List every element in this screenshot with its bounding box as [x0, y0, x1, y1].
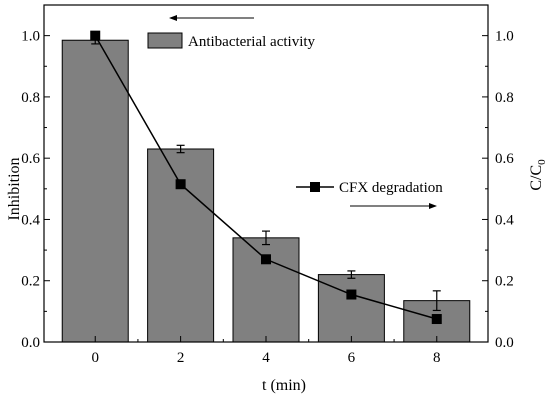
right-y-tick-label: 0.0 — [495, 335, 514, 351]
cfx-point-6 — [346, 289, 357, 300]
x-tick-label: 0 — [91, 350, 99, 366]
right-y-axis-label-base: C/C — [528, 165, 545, 191]
cfx-point-4 — [261, 254, 271, 265]
left-y-tick-label: 0.2 — [21, 274, 40, 290]
legend-swatch-antibacterial — [147, 32, 183, 49]
left-y-tick-label: 0.0 — [21, 335, 40, 351]
bar-0 — [61, 39, 129, 343]
right-y-axis-label: C/C0 — [528, 159, 548, 191]
x-tick-label: 4 — [262, 350, 270, 366]
cfx-point-8 — [431, 314, 442, 325]
left-y-tick-label: 0.4 — [21, 212, 40, 228]
x-tick-label: 2 — [177, 350, 185, 366]
left-y-axis-label: Inhibition — [6, 157, 23, 220]
right-y-axis-label-sub: 0 — [536, 159, 548, 165]
left-y-tick-label: 0.8 — [21, 90, 40, 106]
x-tick-label: 8 — [433, 350, 441, 366]
ticks-layer: 0.0 0.2 0.4 0.6 0.8 1.0 0.0 0.2 0.4 0.6 0.8 1.0 0 2 4 6… — [21, 4, 514, 366]
legend-label-antibacterial: Antibacterial activity — [188, 34, 316, 50]
legend-label-cfx: CFX degradation — [339, 180, 443, 196]
cfx-point-0 — [90, 30, 101, 41]
legend-marker-cfx — [310, 182, 320, 192]
right-y-tick-label: 0.6 — [495, 151, 514, 167]
right-y-tick-label: 0.2 — [495, 274, 514, 290]
bar-2 — [147, 148, 215, 343]
x-axis-label: t (min) — [262, 377, 306, 394]
x-tick-label: 6 — [348, 350, 356, 366]
right-y-tick-label: 0.8 — [495, 90, 514, 106]
bar-4 — [232, 237, 300, 343]
right-y-tick-label: 1.0 — [495, 29, 514, 45]
left-y-tick-label: 0.6 — [21, 151, 40, 167]
right-y-tick-label: 0.4 — [495, 212, 514, 228]
legend-layer: Antibacterial activity CFX degradation — [147, 15, 443, 209]
line-layer — [90, 30, 442, 325]
cfx-point-2 — [175, 179, 186, 190]
left-y-tick-label: 1.0 — [21, 29, 40, 45]
